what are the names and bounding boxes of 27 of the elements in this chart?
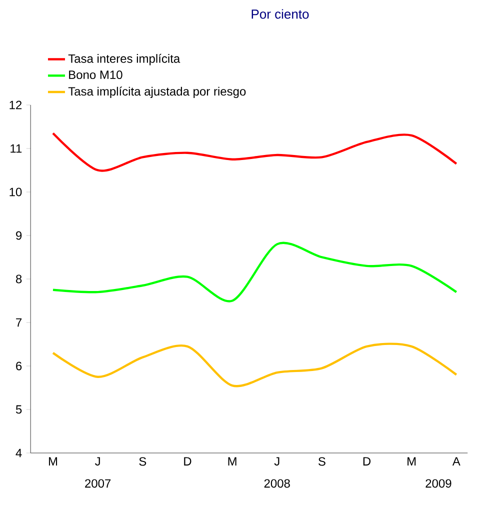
y-tick-label: 12 [10, 100, 22, 110]
y-tick-label: 7 [16, 318, 22, 327]
chart-title: Por ciento [252, 9, 309, 19]
y-tick-label: 9 [16, 231, 22, 240]
text: 2009 [426, 479, 452, 488]
legend-label: Tasa implícita ajustada por riesgo [68, 86, 246, 98]
legend-label: Bono M10 [69, 70, 122, 80]
x-tick-label: D [363, 457, 371, 466]
x-tick-label: J [95, 457, 100, 466]
text: 2007 [85, 479, 111, 488]
x-tick-label: M [48, 457, 58, 466]
x-tick-label: J [274, 457, 280, 466]
x-tick-label: S [318, 457, 326, 466]
y-tick-label: 11 [10, 144, 22, 153]
x-tick-label: S [139, 457, 146, 466]
y-tick-label: 5 [16, 405, 22, 414]
y-tick-label: 8 [16, 274, 22, 284]
x-tick-label: M [228, 457, 236, 466]
y-tick-label: 6 [16, 362, 22, 370]
y-tick-label: 10 [10, 188, 22, 196]
y-tick-label: 4 [16, 448, 22, 458]
x-tick-label: M [408, 457, 416, 466]
legend-label: Tasa interes implícita [68, 54, 180, 66]
text: 2008 [264, 479, 290, 488]
x-tick-label: A [452, 457, 460, 466]
x-tick-label: D [184, 457, 192, 466]
line-series [52, 132, 458, 172]
